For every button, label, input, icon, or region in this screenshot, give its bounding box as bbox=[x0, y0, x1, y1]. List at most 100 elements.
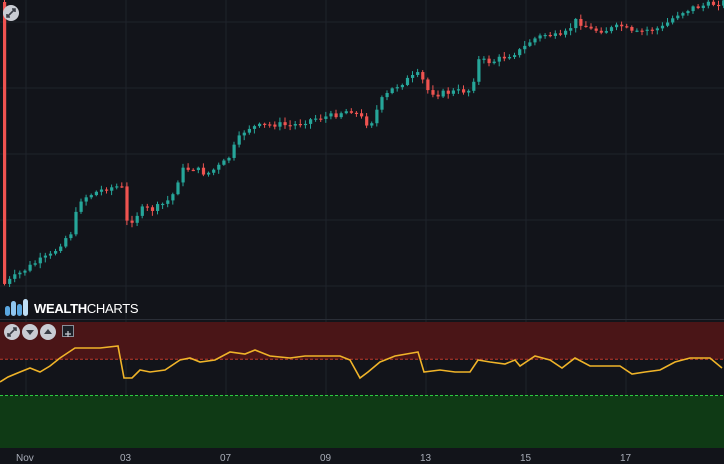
candle-body bbox=[538, 35, 542, 39]
candle-body bbox=[43, 255, 47, 258]
collapse-indicator-button[interactable] bbox=[4, 324, 20, 340]
candle-body bbox=[212, 169, 216, 173]
candle-body bbox=[329, 113, 333, 117]
candle-body bbox=[201, 167, 206, 175]
candle-body bbox=[339, 113, 343, 118]
move-pane-up-button[interactable] bbox=[40, 324, 56, 340]
candle-body bbox=[130, 220, 134, 223]
candle-body bbox=[28, 264, 32, 271]
candle-body bbox=[660, 25, 665, 29]
candle-body bbox=[13, 274, 17, 279]
candle-body bbox=[548, 34, 552, 37]
x-tick-label: 17 bbox=[620, 453, 632, 464]
candle-body bbox=[48, 253, 53, 256]
candle-body bbox=[135, 215, 139, 223]
candle-body bbox=[324, 116, 328, 119]
wealthcharts-logo: WEALTHCHARTS bbox=[4, 297, 139, 319]
collapse-main-button[interactable] bbox=[3, 5, 19, 21]
candle-body bbox=[145, 206, 149, 208]
candle-body bbox=[390, 88, 394, 94]
chevron-down-icon bbox=[26, 330, 34, 335]
candle-body bbox=[681, 13, 685, 16]
candle-body bbox=[120, 186, 124, 188]
candle-body bbox=[349, 111, 353, 113]
candle-body bbox=[655, 28, 659, 31]
candle-body bbox=[416, 72, 420, 75]
candle-body bbox=[456, 89, 461, 91]
overbought-zone bbox=[0, 322, 724, 360]
candle-body bbox=[615, 24, 619, 28]
indicator-series bbox=[0, 345, 723, 383]
candle-body bbox=[513, 55, 517, 58]
candle-body bbox=[533, 38, 537, 43]
candle-body bbox=[354, 112, 359, 114]
candle-body bbox=[314, 118, 318, 120]
candle-body bbox=[237, 135, 241, 145]
candle-body bbox=[426, 79, 430, 91]
candle-body bbox=[482, 58, 486, 60]
candle-body bbox=[125, 186, 129, 221]
candle-body bbox=[365, 116, 369, 126]
candle-body bbox=[298, 124, 302, 126]
candle-body bbox=[360, 113, 364, 117]
candle-body bbox=[492, 61, 496, 64]
candle-body bbox=[288, 125, 292, 127]
candle-body bbox=[507, 57, 512, 59]
candle-body bbox=[574, 18, 578, 29]
candle-body bbox=[650, 29, 654, 31]
candle-body bbox=[477, 59, 481, 82]
candle-body bbox=[395, 87, 399, 89]
candle-body bbox=[502, 56, 506, 59]
candle-body bbox=[242, 132, 246, 136]
candle-body bbox=[640, 30, 644, 32]
candle-body bbox=[207, 172, 211, 175]
candle-body bbox=[579, 18, 583, 26]
candle-body bbox=[196, 167, 200, 171]
candle-body bbox=[400, 84, 404, 88]
candle-body bbox=[467, 90, 471, 93]
candle-body bbox=[431, 90, 435, 95]
candle-body bbox=[446, 90, 450, 94]
candle-body bbox=[99, 189, 104, 192]
candle-body bbox=[94, 191, 98, 196]
candle-body bbox=[105, 189, 109, 191]
move-pane-down-button[interactable] bbox=[22, 324, 38, 340]
candle-body bbox=[405, 77, 410, 85]
candle-body bbox=[334, 113, 338, 118]
candle-body bbox=[518, 49, 522, 56]
candle-body bbox=[370, 123, 374, 126]
x-tick-label: 07 bbox=[220, 453, 232, 464]
candle-body bbox=[666, 22, 670, 26]
candle-body bbox=[8, 278, 12, 284]
indicator-zones bbox=[0, 322, 724, 448]
candle-body bbox=[89, 195, 93, 198]
candle-body bbox=[115, 186, 119, 188]
candle-body bbox=[319, 118, 323, 120]
candle-body bbox=[436, 94, 440, 97]
candle-body bbox=[222, 160, 226, 165]
candle-body bbox=[462, 89, 466, 93]
add-indicator-button[interactable] bbox=[62, 325, 74, 337]
candle-body bbox=[23, 270, 27, 273]
candle-body bbox=[181, 167, 185, 183]
candle-body bbox=[564, 30, 568, 35]
candle-body bbox=[645, 29, 649, 31]
collapse-arrows-icon bbox=[6, 8, 16, 18]
candle-body bbox=[140, 206, 144, 216]
candle-body bbox=[217, 164, 221, 170]
candle-body bbox=[166, 200, 170, 204]
candle-body bbox=[686, 11, 690, 14]
candle-body bbox=[38, 257, 42, 264]
candlestick-series bbox=[3, 0, 724, 287]
candle-body bbox=[79, 201, 83, 212]
candle-body bbox=[717, 4, 721, 7]
x-tick-label: Nov bbox=[16, 453, 34, 464]
candle-body bbox=[64, 238, 68, 247]
candle-body bbox=[472, 81, 476, 91]
candle-body bbox=[268, 124, 272, 126]
x-tick-label: 09 bbox=[320, 453, 332, 464]
candle-body bbox=[497, 56, 501, 62]
candle-body bbox=[227, 157, 231, 161]
